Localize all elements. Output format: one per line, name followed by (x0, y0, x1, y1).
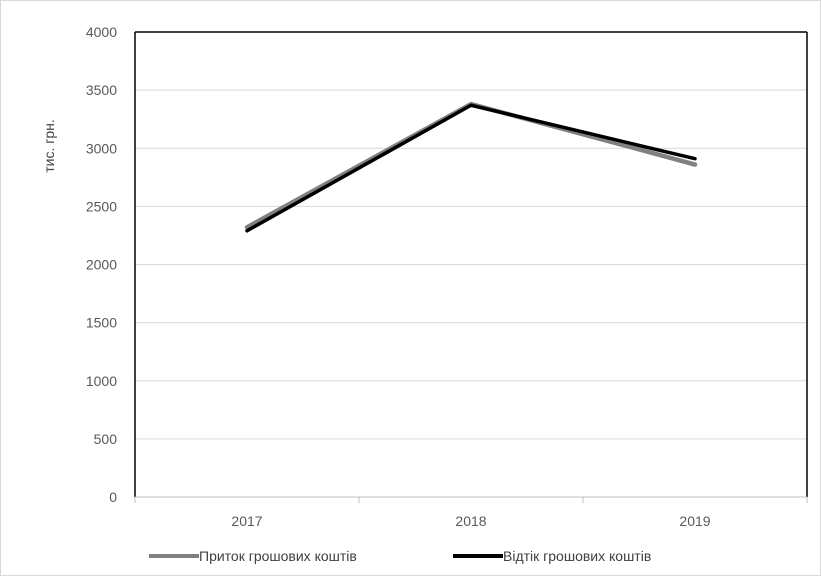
gridlines (135, 89, 807, 440)
axes (134, 31, 808, 503)
y-tick-label: 3000 (86, 140, 117, 156)
y-tick-label: 1500 (86, 315, 117, 331)
y-tick-label: 2000 (86, 257, 117, 273)
y-tick-labels: 0 500 1000 1500 2000 2500 3000 3500 4000 (86, 24, 117, 505)
series-lines (244, 101, 698, 233)
legend: Приток грошових коштів Відтік грошових ко… (149, 548, 651, 564)
series-line-1 (244, 101, 698, 230)
y-axis-title: тис. грн. (41, 119, 57, 173)
x-tick-labels: 2017 2018 2019 (231, 513, 710, 529)
series-line-2 (245, 103, 697, 233)
y-tick-label: 500 (94, 431, 118, 447)
x-tick-label: 2019 (679, 513, 710, 529)
legend-label: Приток грошових коштів (199, 548, 357, 564)
y-tick-label: 3500 (86, 82, 117, 98)
y-tick-label: 0 (109, 489, 117, 505)
y-tick-label: 2500 (86, 198, 117, 214)
legend-label: Відтік грошових коштів (503, 548, 651, 564)
x-tick-label: 2017 (231, 513, 262, 529)
x-tick-label: 2018 (455, 513, 486, 529)
y-tick-label: 4000 (86, 24, 117, 40)
y-tick-label: 1000 (86, 373, 117, 389)
